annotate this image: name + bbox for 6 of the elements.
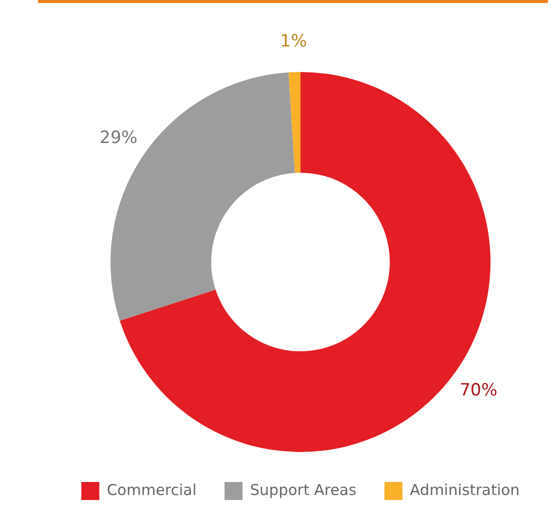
legend-label: Administration bbox=[410, 480, 520, 499]
data-label: 29% bbox=[100, 128, 138, 148]
data-label: 70% bbox=[460, 380, 498, 401]
legend-label: Commercial bbox=[106, 480, 197, 499]
legend-label: Support Areas bbox=[250, 480, 357, 499]
data-label: 1% bbox=[280, 32, 308, 52]
